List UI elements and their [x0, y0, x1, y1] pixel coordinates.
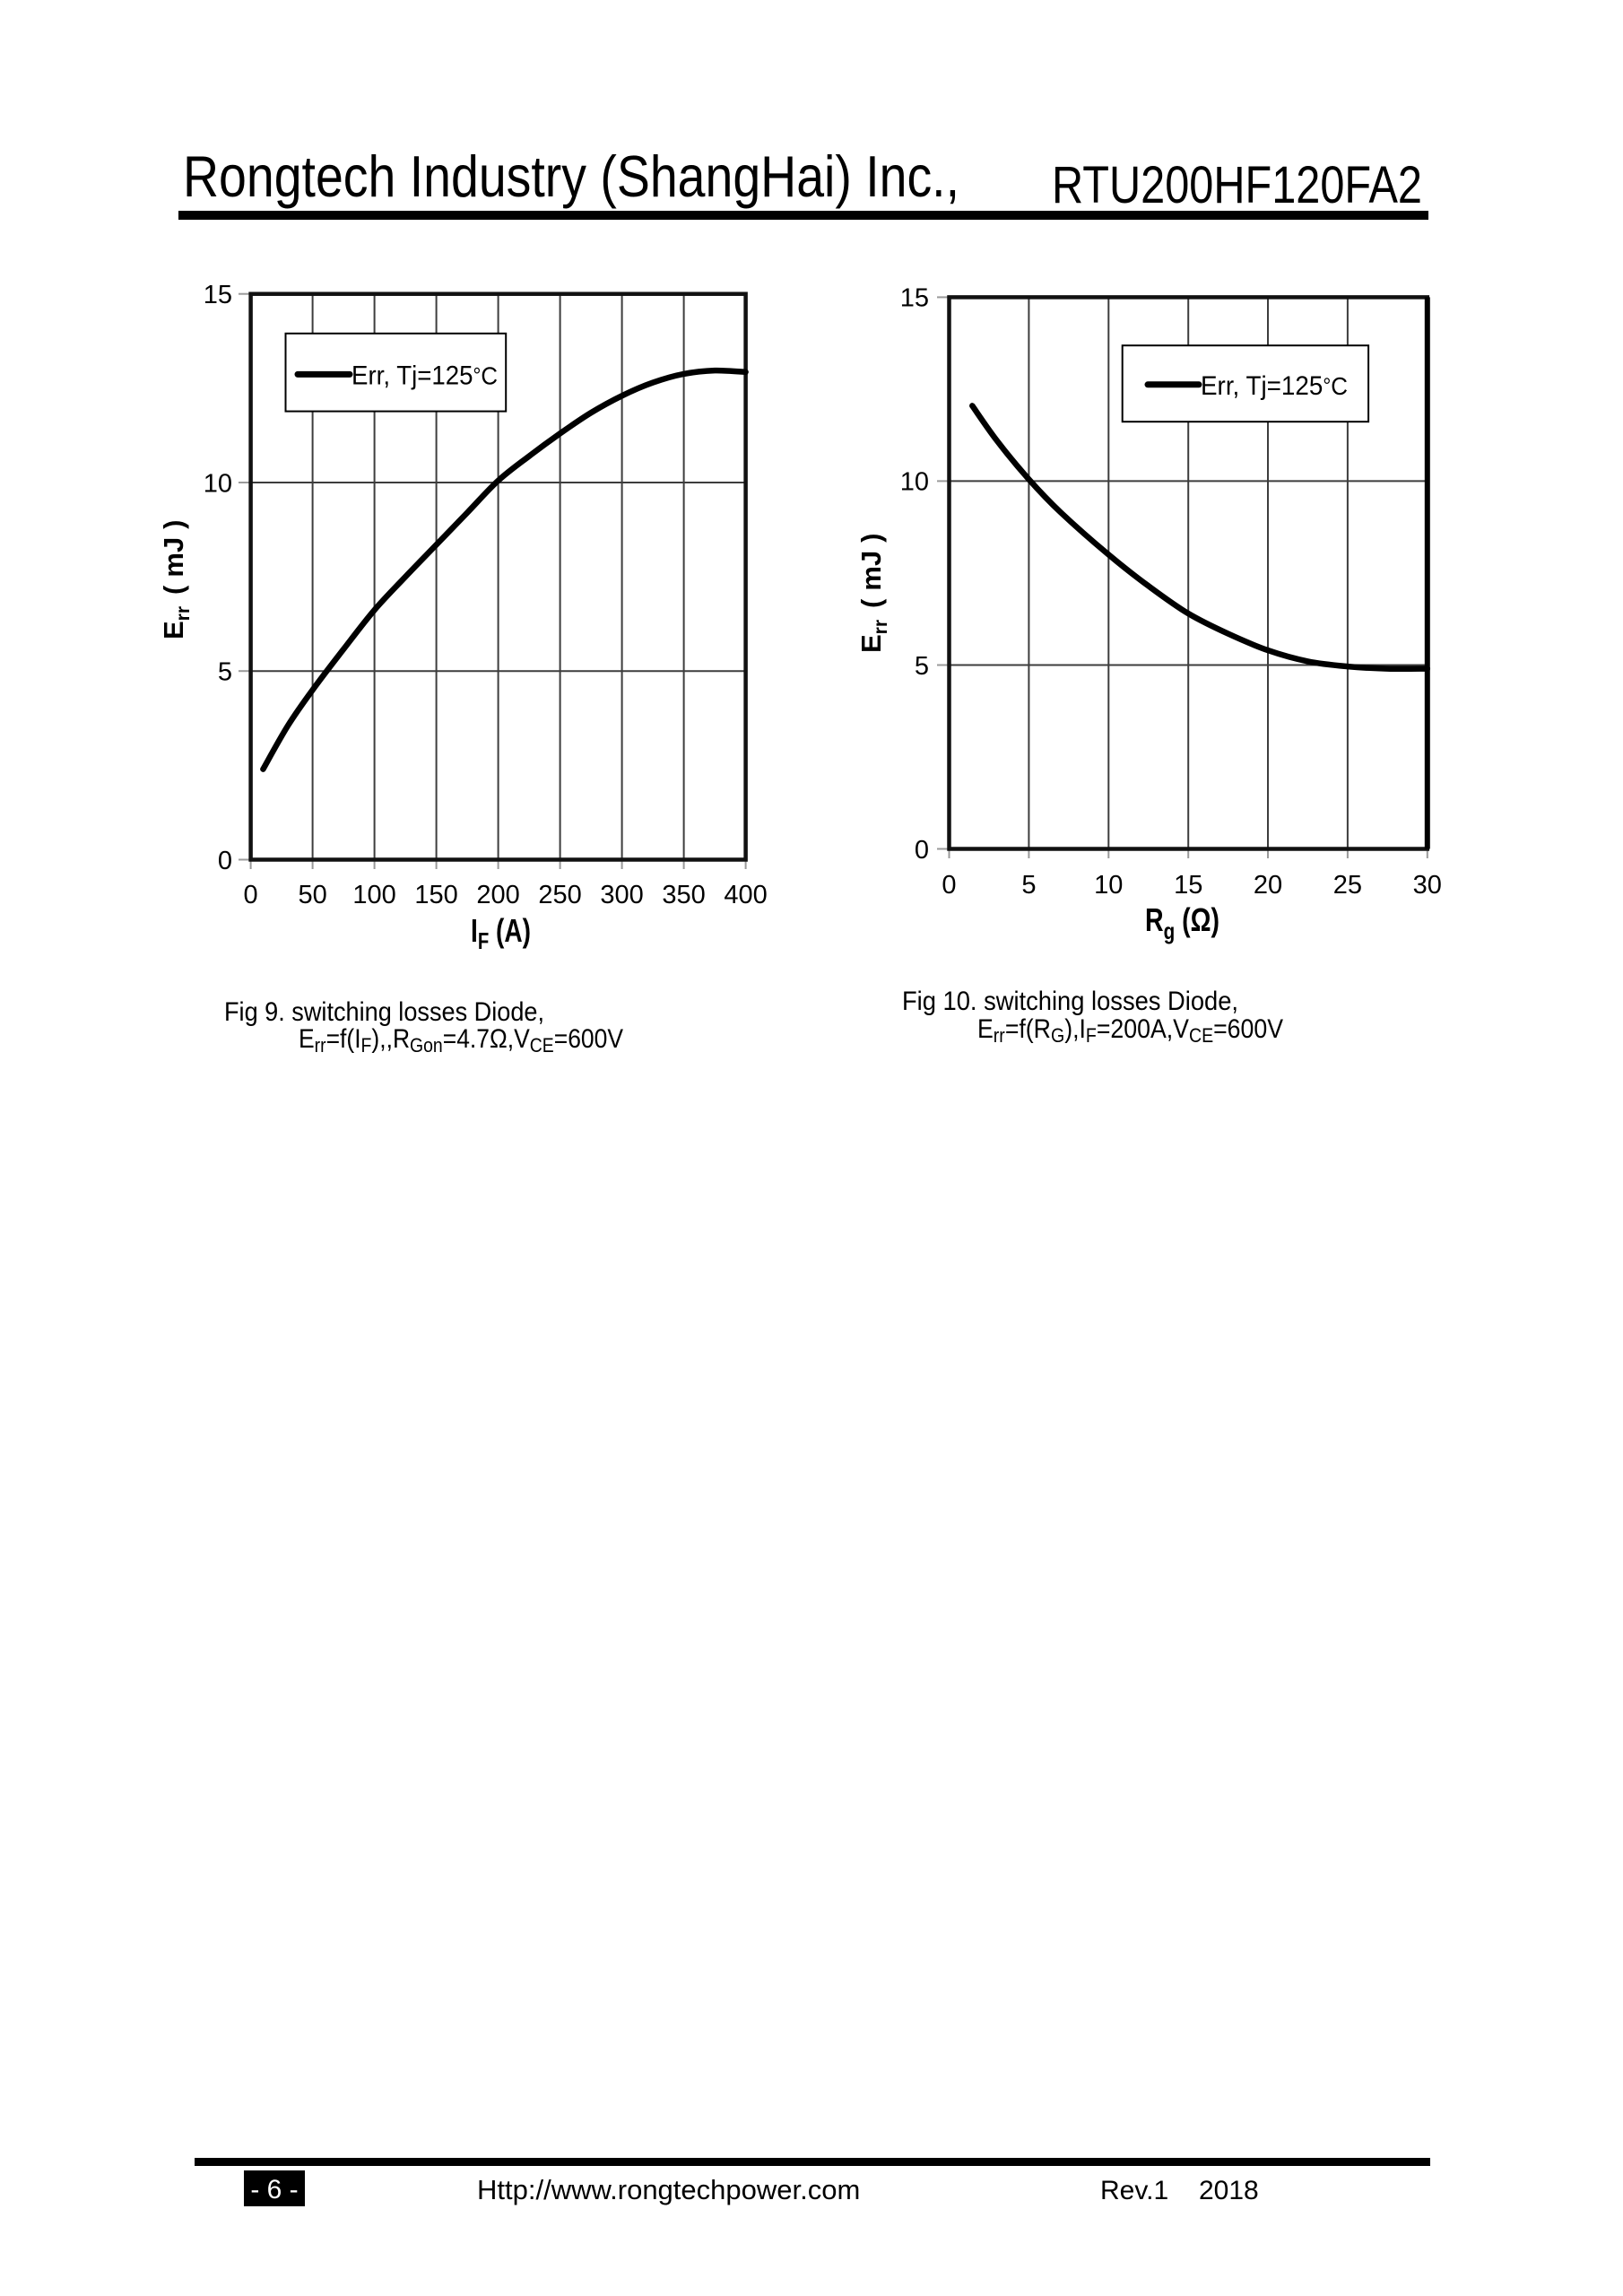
svg-text:Err, Tj=125°C: Err, Tj=125°C — [352, 361, 498, 391]
svg-text:200: 200 — [476, 881, 519, 909]
svg-text:0: 0 — [915, 836, 929, 865]
svg-text:10: 10 — [204, 470, 232, 499]
svg-text:Err=f(IF),,RGon=4.7Ω,VCE=600V: Err=f(IF),,RGon=4.7Ω,VCE=600V — [299, 1024, 623, 1057]
svg-text:10: 10 — [900, 468, 929, 497]
svg-text:0: 0 — [244, 881, 258, 909]
svg-text:0: 0 — [942, 871, 956, 900]
svg-text:Rev.1: Rev.1 — [1100, 2176, 1168, 2205]
svg-text:150: 150 — [414, 881, 457, 909]
svg-text:100: 100 — [352, 881, 395, 909]
svg-text:50: 50 — [298, 881, 326, 909]
svg-text:Err=f(RG),IF=200A,VCE=600V: Err=f(RG),IF=200A,VCE=600V — [977, 1014, 1283, 1047]
svg-text:15: 15 — [900, 284, 929, 313]
svg-text:2018: 2018 — [1199, 2176, 1259, 2205]
svg-text:Fig 9. switching losses Diode,: Fig 9. switching losses Diode, — [224, 997, 544, 1027]
svg-text:400: 400 — [724, 881, 767, 909]
svg-text:RTU200HF120FA2: RTU200HF120FA2 — [1052, 156, 1422, 214]
svg-text:Rongtech Industry (ShangHai) I: Rongtech Industry (ShangHai) Inc., — [183, 144, 959, 209]
svg-text:Err(mJ): Err(mJ) — [855, 533, 891, 653]
svg-text:5: 5 — [218, 658, 232, 687]
svg-text:15: 15 — [204, 281, 232, 309]
svg-text:Http://www.rongtechpower.com: Http://www.rongtechpower.com — [477, 2174, 860, 2205]
svg-text:Fig 10. switching losses Diode: Fig 10. switching losses Diode, — [902, 987, 1238, 1016]
svg-text:IF (A): IF (A) — [471, 912, 531, 954]
svg-text:25: 25 — [1333, 871, 1362, 900]
svg-text:20: 20 — [1254, 871, 1282, 900]
svg-text:Err, Tj=125°C: Err, Tj=125°C — [1201, 371, 1348, 401]
svg-text:30: 30 — [1413, 871, 1442, 900]
svg-text:Err(mJ): Err(mJ) — [158, 519, 194, 639]
svg-text:- 6 -: - 6 - — [250, 2175, 298, 2205]
svg-text:15: 15 — [1174, 871, 1202, 900]
svg-text:0: 0 — [218, 847, 232, 875]
svg-text:300: 300 — [600, 881, 643, 909]
svg-text:10: 10 — [1094, 871, 1123, 900]
svg-text:5: 5 — [915, 652, 929, 681]
svg-text:250: 250 — [538, 881, 581, 909]
svg-text:350: 350 — [662, 881, 705, 909]
svg-text:5: 5 — [1021, 871, 1036, 900]
svg-text:Rg (Ω): Rg (Ω) — [1145, 901, 1219, 944]
